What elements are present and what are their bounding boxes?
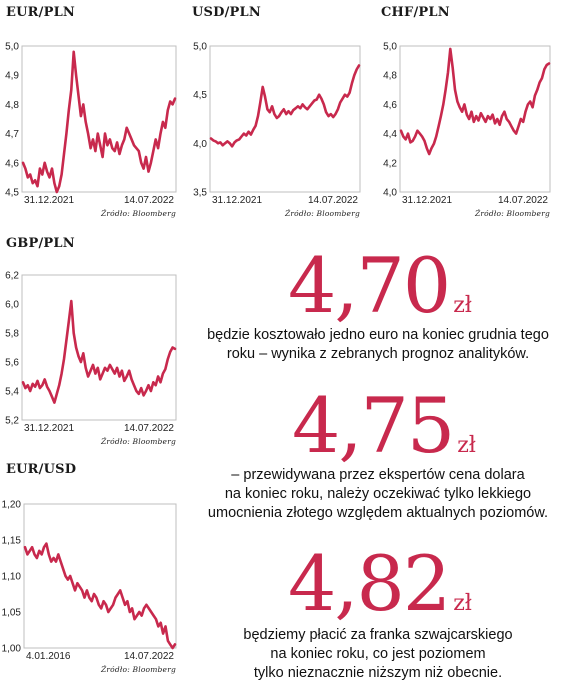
callout-3-unit: zł <box>453 591 472 616</box>
chfpln-plot-frame <box>399 45 551 193</box>
eurpln-x-tick-end: 14.07.2022 <box>124 195 174 206</box>
eurusd-y-tick-label: 1,15 <box>2 536 22 547</box>
chfpln-chart: 5,0 4,8 4,6 4,4 4,2 4,0 31.12.2021 14.07.2022 Źr… <box>383 42 551 218</box>
usdpln-series-line <box>209 64 361 148</box>
eurpln-y-tick-label: 4,6 <box>5 158 19 169</box>
eurpln-x-tick-start: 31.12.2021 <box>24 195 74 206</box>
callout-1-line-1: będzie kosztowało jedno euro na koniec g… <box>207 327 549 343</box>
gbppln-x-tick-end: 14.07.2022 <box>124 423 174 434</box>
chfpln-y-tick-label: 5,0 <box>383 42 397 53</box>
chfpln-y-tick-label: 4,4 <box>383 129 397 140</box>
callout-2-figure: 4,75 zł <box>292 388 476 464</box>
callout-2-text: – przewidywana przez ekspertów cena dola… <box>196 466 560 523</box>
usdpln-plot-frame <box>209 45 361 193</box>
chfpln-x-tick-end: 14.07.2022 <box>498 195 548 206</box>
gbppln-y-tick-label: 5,2 <box>5 416 19 427</box>
chart-title-usdpln: USD/PLN <box>192 5 261 20</box>
gbppln-y-tick-label: 6,2 <box>5 271 19 282</box>
eurusd-y-tick-label: 1,20 <box>2 500 22 511</box>
eurpln-series-line <box>21 50 177 194</box>
eurusd-y-tick-label: 1,05 <box>2 608 22 619</box>
callout-2-line-1: – przewidywana przez ekspertów cena dola… <box>231 467 525 483</box>
callout-2-line-2: na koniec roku, należy oczekiwać tylko l… <box>224 486 532 502</box>
callout-1-text: będzie kosztowało jedno euro na koniec g… <box>196 326 560 364</box>
callout-3-figure: 4,82 zł <box>288 546 472 622</box>
callout-2-unit: zł <box>457 433 476 458</box>
callout-3-text: będziemy płacić za franka szwajcarskiego… <box>196 626 560 683</box>
chart-title-eurusd: EUR/USD <box>6 462 77 477</box>
callout-1-line-2: roku – wynika z zebranych prognoz analit… <box>226 346 530 362</box>
callout-1-figure: 4,70 zł <box>288 248 472 324</box>
callout-2-value: 4,75 <box>292 381 455 470</box>
gbppln-y-tick-label: 5,4 <box>5 387 19 398</box>
gbppln-y-tick-label: 6,0 <box>5 300 19 311</box>
eurpln-chart: 5,0 4,9 4,8 4,7 4,6 4,5 31.12.2021 14.07.2022 Źr… <box>5 42 177 218</box>
eurpln-y-tick-label: 5,0 <box>5 42 19 53</box>
eurpln-y-tick-label: 4,8 <box>5 100 19 111</box>
gbppln-y-tick-label: 5,6 <box>5 358 19 369</box>
chart-title-eurpln: EUR/PLN <box>6 5 75 20</box>
gbppln-plot-frame <box>21 274 177 421</box>
usdpln-chart: 5,0 4,5 4,0 3,5 31.12.2021 14.07.2022 Źródło: … <box>193 42 361 218</box>
usdpln-x-tick-end: 14.07.2022 <box>308 195 358 206</box>
chfpln-series-line <box>399 47 551 156</box>
chfpln-y-tick-label: 4,2 <box>383 158 397 169</box>
callout-3-value: 4,82 <box>288 539 451 628</box>
usdpln-y-tick-label: 4,0 <box>193 139 207 150</box>
chfpln-y-tick-label: 4,6 <box>383 100 397 111</box>
gbppln-series-line <box>21 299 177 404</box>
usdpln-y-tick-label: 5,0 <box>193 42 207 53</box>
chfpln-x-tick-start: 31.12.2021 <box>402 195 452 206</box>
chart-title-gbppln: GBP/PLN <box>6 236 75 251</box>
usdpln-y-tick-label: 4,5 <box>193 90 207 101</box>
chart-title-chfpln: CHF/PLN <box>381 5 450 20</box>
eurusd-source-label: Źródło: Bloomberg <box>100 665 176 674</box>
usdpln-x-tick-start: 31.12.2021 <box>212 195 262 206</box>
eurpln-y-tick-label: 4,9 <box>5 71 19 82</box>
eurusd-y-tick-label: 1,10 <box>2 572 22 583</box>
eurusd-x-tick-start: 4.01.2016 <box>26 651 71 662</box>
eurusd-x-tick-end: 14.07.2022 <box>124 651 174 662</box>
usdpln-source-label: Źródło: Bloomberg <box>284 209 360 218</box>
eurusd-plot-frame <box>23 503 177 649</box>
eurpln-plot-frame <box>21 45 177 193</box>
callout-1-value: 4,70 <box>288 241 451 330</box>
eurusd-y-tick-label: 1,00 <box>2 644 22 655</box>
eurusd-chart: 1,20 1,15 1,10 1,05 1,00 4.01.2016 14.07.2022 Ź… <box>2 500 177 674</box>
callout-3-line-2: na koniec roku, co jest poziomem <box>270 646 486 662</box>
callout-1-unit: zł <box>453 293 472 318</box>
gbppln-x-tick-start: 31.12.2021 <box>24 423 74 434</box>
usdpln-y-tick-label: 3,5 <box>193 188 207 199</box>
eurpln-source-label: Źródło: Bloomberg <box>100 209 176 218</box>
chfpln-y-tick-label: 4,8 <box>383 71 397 82</box>
callout-2-line-3: umocnienia złotego względem aktualnych p… <box>207 505 549 521</box>
callout-3-line-3: tylko nieznacznie niższym niż obecnie. <box>253 665 503 681</box>
gbppln-chart: 6,2 6,0 5,8 5,6 5,4 5,2 31.12.2021 14.07.2022 Źr… <box>5 271 177 446</box>
eurusd-series-line <box>23 542 177 650</box>
gbppln-source-label: Źródło: Bloomberg <box>100 437 176 446</box>
callout-3-line-1: będziemy płacić za franka szwajcarskiego <box>243 627 513 643</box>
chfpln-source-label: Źródło: Bloomberg <box>474 209 550 218</box>
eurpln-y-tick-label: 4,7 <box>5 129 19 140</box>
gbppln-y-tick-label: 5,8 <box>5 329 19 340</box>
eurpln-y-tick-label: 4,5 <box>5 188 19 199</box>
chfpln-y-tick-label: 4,0 <box>383 188 397 199</box>
